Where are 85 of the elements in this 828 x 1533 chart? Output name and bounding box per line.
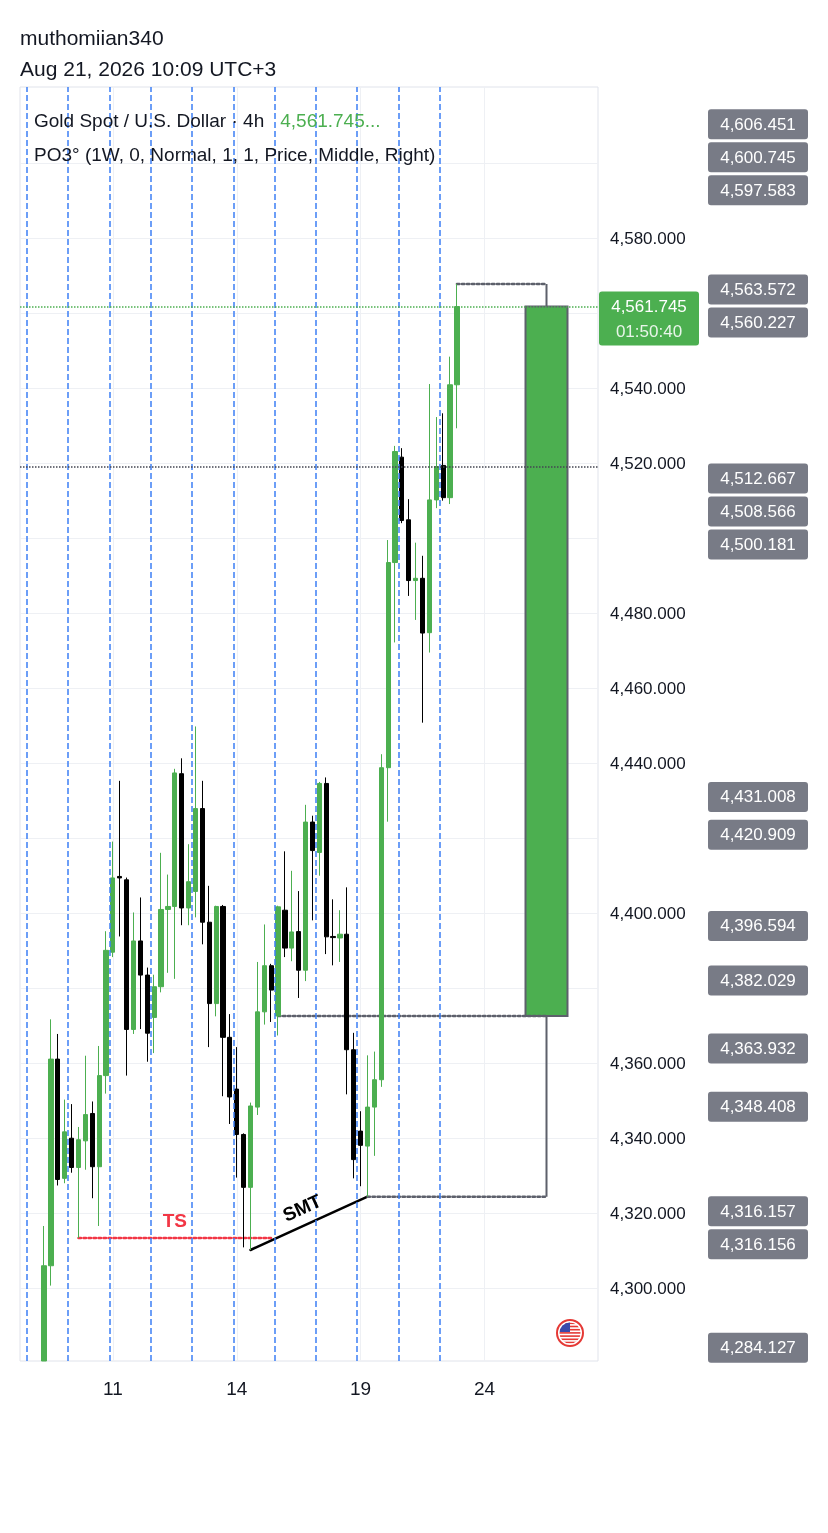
text: 4,396.594 xyxy=(720,916,796,936)
y-tick-label: 4,580.000 xyxy=(610,228,686,248)
candlestick xyxy=(145,967,150,1063)
text: 01:50:40 xyxy=(615,322,683,342)
text: 4,606.451 xyxy=(720,114,796,134)
y-tick-label: 4,540.000 xyxy=(610,378,686,398)
y-tick-label: 4,300.000 xyxy=(610,1278,686,1298)
candlestick xyxy=(420,555,425,724)
text: 4,284.127 xyxy=(720,1338,796,1358)
text: 4,512.667 xyxy=(720,468,796,488)
candlestick xyxy=(186,843,191,926)
text: muthomiian340 xyxy=(20,25,165,51)
candlestick xyxy=(214,905,219,1017)
text: SMT xyxy=(279,1189,325,1226)
candlestick xyxy=(138,896,143,1030)
text: 4,500.181 xyxy=(720,534,796,554)
candlestick xyxy=(255,961,260,1116)
text: 4,348.408 xyxy=(720,1097,796,1117)
candlestick xyxy=(317,781,322,877)
candlestick xyxy=(131,911,136,1035)
candlestick xyxy=(289,870,294,962)
y-tick-label: 4,460.000 xyxy=(610,678,686,698)
candlestick xyxy=(69,1103,74,1174)
candlestick xyxy=(55,1033,60,1186)
candlestick xyxy=(372,1051,377,1157)
candlestick xyxy=(234,1046,239,1179)
candlestick xyxy=(90,1100,95,1199)
y-tick-label: 4,320.000 xyxy=(610,1203,686,1223)
candlestick xyxy=(413,542,418,621)
text: 4,382.029 xyxy=(720,971,796,991)
candlestick xyxy=(62,1099,67,1184)
candlestick xyxy=(117,780,122,937)
text: 4,563.572 xyxy=(720,280,796,300)
candlestick xyxy=(303,804,308,982)
text: Gold Spot / U.S. Dollar · 4h xyxy=(34,110,265,131)
candlestick xyxy=(269,963,274,1023)
candlestick xyxy=(179,757,184,926)
ref-line-label: 4,561.745 xyxy=(611,297,687,317)
candlestick xyxy=(406,498,411,597)
annotation: 4,561.745... xyxy=(280,110,381,131)
y-tick-label: 4,400.000 xyxy=(610,903,686,923)
candlestick xyxy=(310,815,315,921)
x-tick-label: 24 xyxy=(473,1378,496,1399)
candlestick xyxy=(262,923,267,1026)
candlestick xyxy=(427,383,432,654)
series-label: TS xyxy=(162,1210,187,1232)
y-tick-label: 4,480.000 xyxy=(610,603,686,623)
candlestick xyxy=(83,1055,88,1171)
text: 4,316.156 xyxy=(720,1234,796,1254)
candlestick xyxy=(337,909,343,963)
candlestick xyxy=(441,412,446,502)
y-tick-label: 4,440.000 xyxy=(610,753,686,773)
candlestick xyxy=(248,1102,253,1251)
candlestick xyxy=(358,1110,363,1187)
candlestick xyxy=(379,753,384,1088)
text: 4,363.932 xyxy=(720,1038,796,1058)
text: 4,597.583 xyxy=(720,180,796,200)
text: 4,316.157 xyxy=(720,1201,796,1221)
candlestick xyxy=(275,905,281,1036)
candlestick xyxy=(365,1054,370,1198)
text: PO3° (1W, 0, Normal, 1, 1, Price, Middle, Right) xyxy=(34,143,436,167)
candlestick xyxy=(344,886,349,1095)
text: 4,600.745 xyxy=(720,147,796,167)
y-tick-label: 4,340.000 xyxy=(610,1128,686,1148)
candlestick xyxy=(200,780,205,945)
candlestick xyxy=(207,885,212,1048)
candlestick xyxy=(110,841,115,958)
y-tick-label: 4,360.000 xyxy=(610,1053,686,1073)
candlestick xyxy=(351,1032,356,1179)
x-tick-label: 19 xyxy=(350,1378,372,1399)
text: Aug 21, 2026 10:09 UTC+3 xyxy=(20,56,277,82)
text: 4,431.008 xyxy=(720,787,796,807)
text: 4,560.227 xyxy=(720,313,796,333)
text: 4,420.909 xyxy=(720,825,796,845)
x-tick-label: 11 xyxy=(103,1378,123,1399)
candlestick xyxy=(282,850,288,958)
candlestick xyxy=(124,877,129,1077)
candlestick xyxy=(241,1132,246,1248)
candlestick xyxy=(434,416,439,509)
candlestick xyxy=(193,725,198,918)
candlestick xyxy=(296,890,301,999)
x-tick-label: 14 xyxy=(226,1378,248,1399)
text: 4,508.566 xyxy=(720,501,796,521)
candlestick xyxy=(76,1126,81,1239)
y-tick-label: 4,520.000 xyxy=(610,453,686,473)
